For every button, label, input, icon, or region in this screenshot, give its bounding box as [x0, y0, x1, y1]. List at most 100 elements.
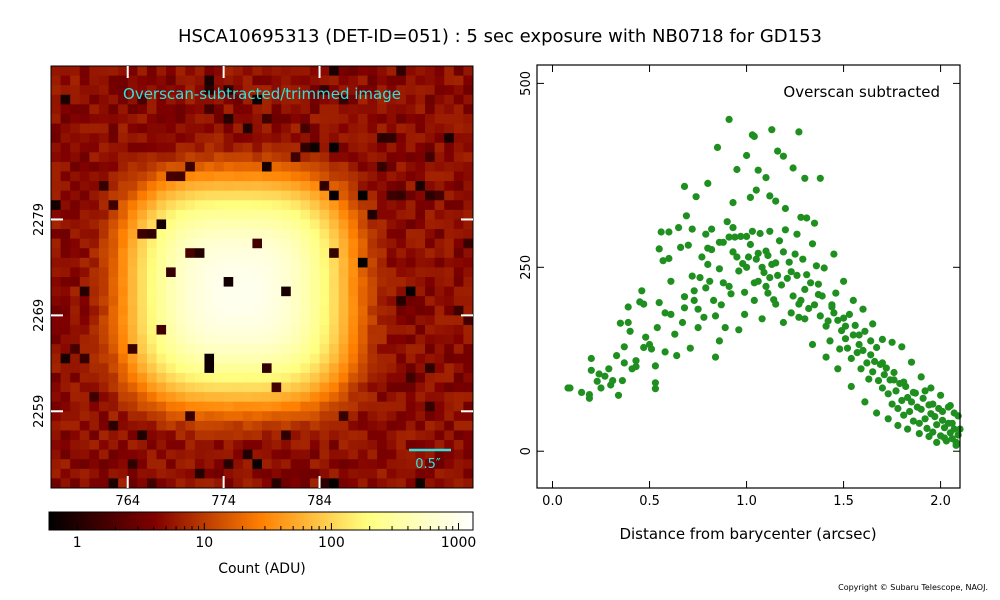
heatmap-cell — [233, 104, 244, 115]
heatmap-cell — [79, 334, 90, 345]
heatmap-cell — [233, 392, 244, 403]
heatmap-cell — [223, 85, 234, 96]
scatter-point — [948, 419, 956, 427]
scatter-point — [830, 250, 838, 258]
heatmap-cell — [233, 344, 244, 355]
heatmap-cell — [146, 94, 157, 105]
heatmap-cell — [137, 229, 148, 240]
heatmap-cell — [252, 85, 263, 96]
heatmap-cell — [357, 123, 368, 134]
heatmap-cell — [175, 344, 186, 355]
heatmap-cell — [262, 209, 272, 220]
heatmap-cell — [127, 133, 138, 144]
heatmap-cell — [309, 94, 320, 105]
heatmap-cell — [405, 113, 416, 124]
heatmap-cell — [262, 75, 272, 86]
heatmap-cell — [223, 382, 234, 393]
heatmap-cell — [290, 181, 301, 192]
heatmap-cell — [271, 75, 282, 86]
heatmap-cell — [98, 401, 109, 412]
heatmap-cell — [415, 315, 426, 326]
colorbar-tick-label: 1000 — [441, 535, 477, 551]
scatter-point — [840, 314, 848, 322]
heatmap-cell — [70, 420, 81, 431]
heatmap-cell — [194, 94, 205, 105]
heatmap-cell — [415, 248, 426, 259]
heatmap-cell — [434, 229, 445, 240]
heatmap-cell — [348, 133, 359, 144]
heatmap-cell — [329, 75, 340, 86]
heatmap-cell — [70, 161, 81, 172]
heatmap-cell — [357, 286, 368, 297]
heatmap-cell — [127, 334, 138, 345]
heatmap-cell — [60, 372, 71, 383]
heatmap-cell — [166, 478, 177, 489]
heatmap-cell — [290, 324, 301, 335]
heatmap-cell — [396, 219, 407, 230]
scatter-point — [810, 301, 819, 309]
heatmap-cell — [367, 248, 378, 259]
heatmap-cell — [98, 113, 109, 124]
heatmap-cell — [194, 286, 205, 297]
heatmap-cell — [300, 468, 311, 479]
heatmap-cell — [329, 267, 340, 278]
heatmap-cell — [396, 430, 407, 441]
heatmap-cell — [396, 315, 407, 326]
heatmap-cell — [405, 66, 416, 76]
heatmap-cell — [444, 363, 455, 374]
scatter-point — [822, 353, 830, 361]
heatmap-cell — [415, 219, 426, 230]
heatmap-cell — [405, 229, 416, 240]
heatmap-cell — [434, 66, 445, 76]
heatmap-cell — [377, 181, 388, 192]
scatter-point — [826, 337, 834, 345]
heatmap-cell — [434, 200, 445, 211]
heatmap-cell — [271, 277, 282, 287]
heatmap-cell — [223, 286, 234, 297]
heatmap-cell — [204, 305, 215, 316]
heatmap-cell — [146, 133, 157, 144]
scatter-point — [680, 293, 689, 301]
heatmap-cell — [453, 363, 464, 374]
heatmap-cell — [367, 200, 378, 211]
scatter-point — [710, 296, 718, 304]
heatmap-cell — [300, 238, 311, 249]
heatmap-cell — [309, 257, 320, 268]
heatmap-cell — [108, 392, 119, 403]
heatmap-cell — [252, 190, 263, 201]
heatmap-cell — [271, 315, 282, 326]
scatter-point — [585, 394, 594, 402]
heatmap-cell — [329, 229, 340, 240]
scatter-point — [841, 335, 850, 343]
heatmap-cell — [223, 267, 234, 278]
heatmap-cell — [425, 478, 436, 489]
heatmap-cell — [415, 305, 426, 316]
heatmap-cell — [425, 123, 436, 134]
heatmap-cell — [367, 229, 378, 240]
heatmap-cell — [386, 296, 397, 307]
heatmap-cell — [329, 449, 340, 460]
scatter-point — [919, 394, 927, 402]
heatmap-cell — [79, 420, 90, 431]
heatmap-cell — [127, 229, 138, 240]
heatmap-cell — [51, 161, 61, 172]
heatmap-cell — [70, 305, 81, 316]
heatmap-cell — [377, 277, 388, 287]
heatmap-cell — [434, 324, 445, 335]
heatmap-cell — [118, 152, 129, 163]
heatmap-cell — [60, 363, 71, 374]
heatmap-cell — [242, 75, 253, 86]
heatmap-cell — [146, 305, 157, 316]
heatmap-cell — [405, 152, 416, 163]
heatmap-cell — [89, 478, 100, 489]
heatmap-cell — [60, 459, 71, 470]
heatmap-cell — [156, 401, 167, 412]
heatmap-cell — [271, 209, 282, 220]
heatmap-cell — [319, 229, 330, 240]
heatmap-cell — [204, 459, 215, 470]
heatmap-cell — [79, 248, 90, 259]
heatmap-cell — [252, 248, 263, 259]
heatmap-cell — [51, 324, 61, 335]
heatmap-cell — [204, 324, 215, 335]
heatmap-cell — [127, 219, 138, 230]
